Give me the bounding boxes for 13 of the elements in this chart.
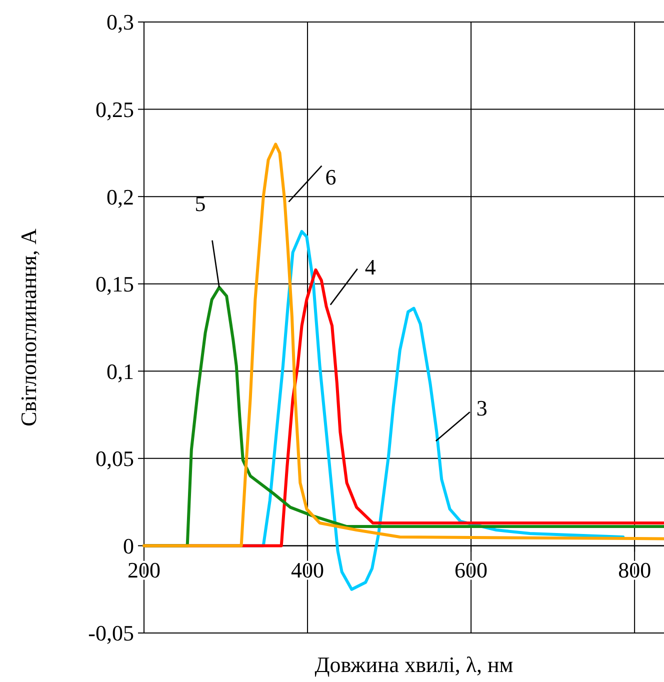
y-tick-label: 0,1 xyxy=(106,358,134,384)
y-tick-label: 0,25 xyxy=(96,96,134,122)
y-axis-title: Світлопоглинання, A xyxy=(16,228,41,426)
annotation: 6 xyxy=(325,164,336,190)
y-tick-label: 0,2 xyxy=(106,184,134,210)
x-axis-title: Довжина хвилі, λ, нм xyxy=(314,652,514,677)
y-tick-label: 0,15 xyxy=(96,272,134,297)
y-tick-label: 0 xyxy=(123,533,134,558)
annotation: 4 xyxy=(364,254,376,280)
y-tick-label: 0,05 xyxy=(96,446,134,472)
annotation: 3 xyxy=(476,396,488,421)
y-tick-label: -0,05 xyxy=(88,620,134,646)
y-tick-label: 0,3 xyxy=(106,10,134,35)
